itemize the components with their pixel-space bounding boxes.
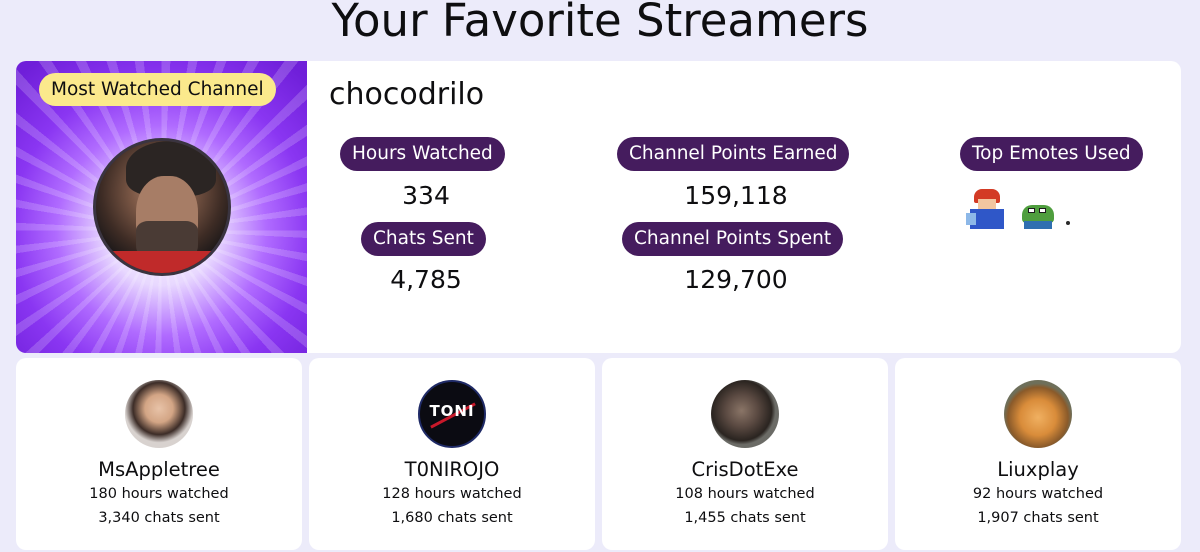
knight-emote-icon (966, 189, 1012, 229)
featured-channel-card: Most Watched Channel chocodrilo Hours Wa… (16, 61, 1181, 353)
streamer-avatar: TONI (418, 380, 486, 448)
most-watched-badge: Most Watched Channel (39, 73, 276, 106)
streamer-name: CrisDotExe (691, 458, 799, 481)
featured-hero-banner: Most Watched Channel (16, 61, 307, 353)
streamer-chats: 1,680 chats sent (391, 510, 513, 526)
dot-emote-icon (1066, 221, 1070, 225)
streamer-chats: 3,340 chats sent (98, 510, 220, 526)
chats-sent-value: 4,785 (390, 265, 462, 294)
points-spent-label: Channel Points Spent (622, 222, 844, 256)
streamer-chats: 1,455 chats sent (684, 510, 806, 526)
hours-watched-value: 334 (402, 181, 450, 210)
streamer-name: MsAppletree (98, 458, 220, 481)
streamer-card[interactable]: MsAppletree 180 hours watched 3,340 chat… (16, 358, 302, 550)
points-earned-value: 159,118 (684, 181, 788, 210)
streamer-hours: 108 hours watched (675, 486, 815, 502)
streamer-card[interactable]: TONI T0NIROJO 128 hours watched 1,680 ch… (309, 358, 595, 550)
streamer-avatar (1004, 380, 1072, 448)
hours-watched-label: Hours Watched (340, 137, 505, 171)
streamer-hours: 128 hours watched (382, 486, 522, 502)
pepe-emote-icon (1020, 201, 1060, 229)
featured-avatar[interactable] (93, 138, 231, 276)
streamer-card[interactable]: CrisDotExe 108 hours watched 1,455 chats… (602, 358, 888, 550)
chats-sent-label: Chats Sent (361, 222, 486, 256)
streamer-hours: 180 hours watched (89, 486, 229, 502)
streamer-avatar (711, 380, 779, 448)
top-emotes-list (966, 189, 1070, 229)
streamer-avatar (125, 380, 193, 448)
streamer-name: Liuxplay (997, 458, 1079, 481)
points-spent-value: 129,700 (684, 265, 788, 294)
points-earned-label: Channel Points Earned (617, 137, 850, 171)
streamer-chats: 1,907 chats sent (977, 510, 1099, 526)
streamer-hours: 92 hours watched (972, 486, 1104, 502)
streamer-card[interactable]: Liuxplay 92 hours watched 1,907 chats se… (895, 358, 1181, 550)
page-title: Your Favorite Streamers (331, 0, 869, 47)
avatar-logo-text: TONI (429, 402, 475, 420)
streamer-name: T0NIROJO (404, 458, 500, 481)
top-emotes-label: Top Emotes Used (960, 137, 1143, 171)
featured-channel-name[interactable]: chocodrilo (329, 77, 485, 112)
